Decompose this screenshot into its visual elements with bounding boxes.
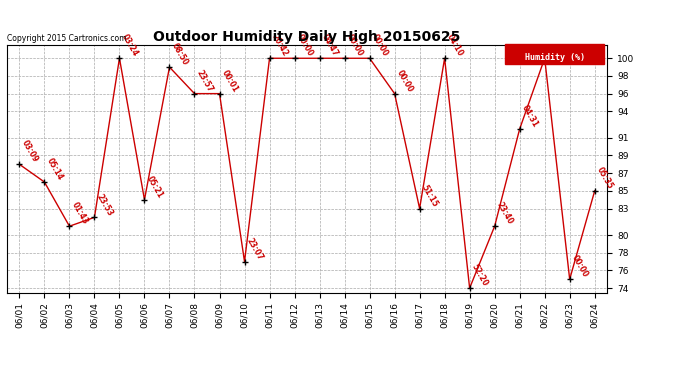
- Text: 23:07: 23:07: [244, 236, 264, 262]
- Text: 00:00: 00:00: [370, 33, 389, 58]
- Text: 04:47: 04:47: [319, 33, 339, 58]
- Text: 08:50: 08:50: [170, 42, 189, 67]
- Text: 04:31: 04:31: [520, 104, 540, 129]
- Text: 23:40: 23:40: [495, 201, 515, 226]
- Text: 00:00: 00:00: [295, 33, 315, 58]
- Text: 00:00: 00:00: [344, 33, 364, 58]
- Text: 51:15: 51:15: [420, 183, 440, 209]
- Text: Copyright 2015 Cartronics.com: Copyright 2015 Cartronics.com: [7, 33, 126, 42]
- Text: 00:00: 00:00: [570, 254, 589, 279]
- FancyBboxPatch shape: [505, 44, 604, 63]
- Text: 04:10: 04:10: [444, 33, 464, 58]
- Text: Humidity (%): Humidity (%): [525, 53, 585, 62]
- Text: 05:14: 05:14: [44, 157, 64, 182]
- Text: 00:00: 00:00: [395, 68, 415, 94]
- Text: 23:57: 23:57: [195, 68, 215, 94]
- Text: 52:20: 52:20: [470, 263, 489, 288]
- Text: 00:01: 00:01: [219, 68, 239, 94]
- Title: Outdoor Humidity Daily High 20150625: Outdoor Humidity Daily High 20150625: [153, 30, 461, 44]
- Text: 05:35: 05:35: [595, 166, 614, 191]
- Text: 05:21: 05:21: [144, 174, 164, 200]
- Text: 03:09: 03:09: [19, 139, 39, 164]
- Text: 03:24: 03:24: [119, 33, 139, 58]
- Text: 23:53: 23:53: [95, 192, 115, 217]
- Text: 20:42: 20:42: [270, 33, 289, 58]
- Text: 01:43: 01:43: [70, 201, 89, 226]
